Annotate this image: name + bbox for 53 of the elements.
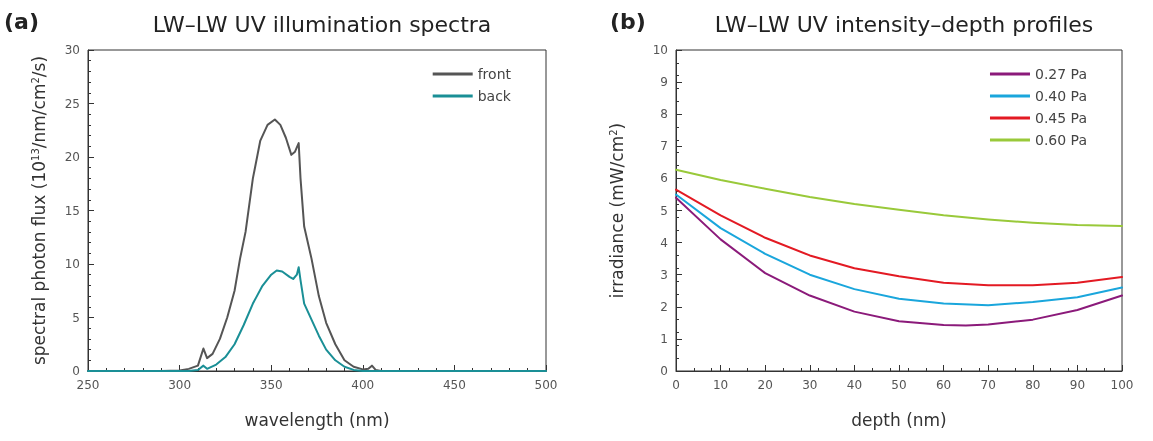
y-tick-label: 20 — [64, 150, 80, 164]
y-tick-label: 7 — [660, 139, 668, 154]
x-tick-label: 10 — [712, 378, 729, 392]
y-tick-label: 3 — [660, 267, 668, 282]
chart-title: LW–LW UV illumination spectra — [152, 11, 492, 37]
y-tick-label: 2 — [660, 299, 668, 314]
x-tick-label: 70 — [980, 378, 996, 392]
x-tick-label: 60 — [935, 378, 952, 392]
y-tick-label: 0 — [660, 364, 668, 378]
y-tick-label: 0 — [72, 364, 80, 378]
x-tick-label: 400 — [351, 378, 375, 392]
legend-label: back — [477, 88, 512, 104]
x-tick-label: 300 — [168, 378, 192, 392]
x-tick-label: 500 — [534, 378, 558, 392]
y-axis-title: spectral photon flux (1013/nm/cm2/s) — [29, 55, 49, 366]
x-tick-label: 50 — [891, 378, 907, 392]
x-tick-label: 90 — [1069, 378, 1086, 392]
x-tick-label: 250 — [76, 378, 100, 392]
legend-label: front — [477, 66, 512, 82]
x-tick-label: 350 — [259, 378, 283, 392]
y-tick-label: 30 — [64, 43, 80, 57]
x-axis-title: wavelength (nm) — [244, 409, 390, 430]
legend-label: 0.60 Pa — [1034, 132, 1087, 148]
y-tick-label: 9 — [660, 75, 668, 90]
y-axis-title: irradiance (mW/cm2) — [607, 122, 627, 299]
line-series — [675, 168, 1123, 227]
text: (a) — [4, 8, 39, 34]
legend-label: 0.27 Pa — [1034, 66, 1087, 82]
line-series — [675, 188, 1123, 287]
x-tick-label: 30 — [802, 378, 818, 392]
y-tick-label: 8 — [660, 107, 668, 122]
x-tick-label: 80 — [1025, 378, 1041, 392]
y-tick-label: 5 — [660, 203, 668, 218]
y-tick-label: 25 — [64, 96, 80, 111]
x-tick-label: 40 — [846, 378, 863, 392]
y-tick-label: 6 — [660, 171, 668, 186]
y-tick-label: 10 — [64, 257, 80, 271]
y-tick-label: 15 — [64, 203, 80, 218]
x-axis-title: depth (nm) — [851, 409, 947, 430]
x-tick-label: 100 — [1110, 378, 1134, 392]
y-tick-label: 10 — [652, 43, 668, 57]
x-tick-label: 450 — [442, 378, 466, 392]
legend-label: 0.40 Pa — [1034, 88, 1087, 104]
y-tick-label: 4 — [660, 235, 668, 250]
line-series — [675, 196, 1123, 327]
x-tick-label: 20 — [757, 378, 773, 392]
text: (b) — [610, 8, 646, 34]
x-tick-label: 0 — [672, 378, 680, 392]
y-tick-label: 1 — [660, 331, 668, 346]
line-series — [675, 193, 1123, 307]
y-tick-label: 5 — [72, 310, 80, 325]
legend-label: 0.45 Pa — [1034, 110, 1087, 126]
chart-title: LW–LW UV intensity–depth profiles — [714, 11, 1094, 37]
